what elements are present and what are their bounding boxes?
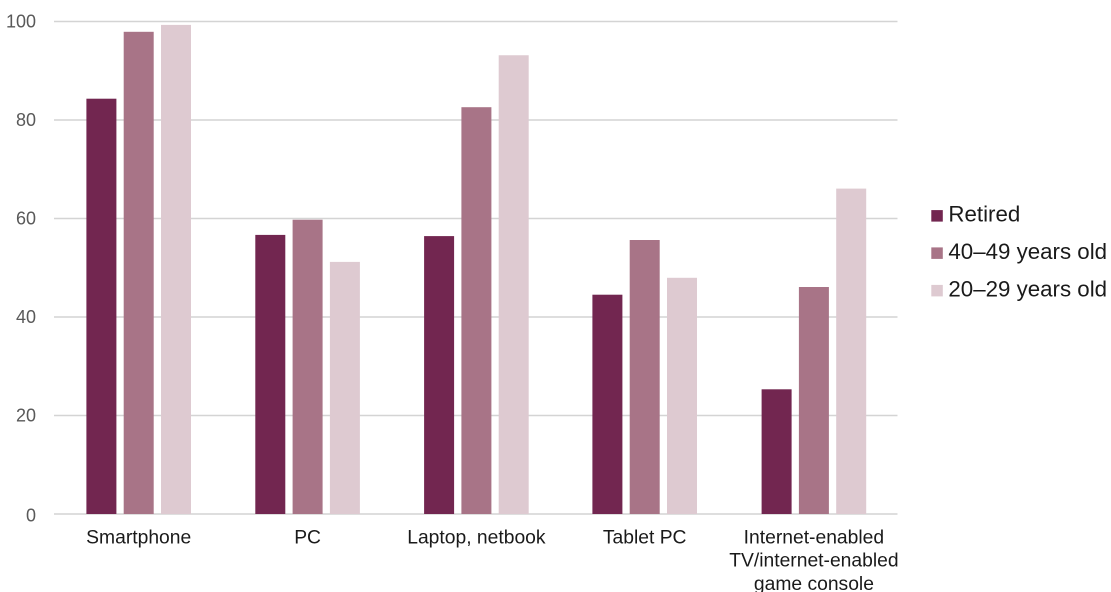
svg-text:40: 40 (16, 307, 36, 327)
svg-text:Laptop, netbook: Laptop, netbook (407, 528, 546, 549)
svg-text:0: 0 (26, 506, 36, 526)
svg-text:80: 80 (16, 110, 36, 130)
svg-text:TV/internet-enabled: TV/internet-enabled (729, 551, 898, 572)
svg-text:Internet-enabled: Internet-enabled (744, 528, 884, 549)
svg-text:PC: PC (294, 528, 321, 549)
svg-text:60: 60 (16, 209, 36, 229)
svg-text:20–29 years old: 20–29 years old (948, 276, 1107, 301)
svg-text:Smartphone: Smartphone (86, 528, 191, 549)
svg-text:100: 100 (6, 12, 36, 32)
svg-text:Retired: Retired (948, 202, 1020, 227)
svg-text:40–49 years old: 40–49 years old (948, 239, 1107, 264)
svg-text:game console: game console (754, 574, 874, 592)
svg-text:Tablet PC: Tablet PC (603, 528, 687, 549)
svg-text:20: 20 (16, 406, 36, 426)
